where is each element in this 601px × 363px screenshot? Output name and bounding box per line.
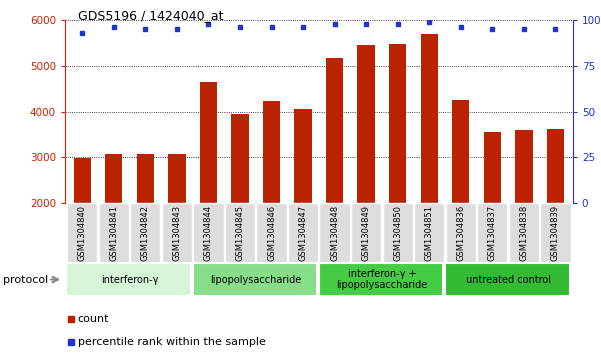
- Text: GSM1304849: GSM1304849: [362, 205, 371, 261]
- Bar: [351, 203, 381, 263]
- Bar: [200, 82, 217, 295]
- Bar: [508, 203, 539, 263]
- Text: GSM1304838: GSM1304838: [519, 205, 528, 261]
- Text: GSM1304850: GSM1304850: [393, 205, 402, 261]
- Bar: [515, 130, 532, 295]
- Text: lipopolysaccharide: lipopolysaccharide: [210, 274, 301, 285]
- Text: GSM1304845: GSM1304845: [236, 205, 245, 261]
- Bar: [358, 45, 375, 295]
- Text: GSM1304848: GSM1304848: [330, 205, 339, 261]
- Bar: [105, 154, 123, 295]
- Text: GSM1304844: GSM1304844: [204, 205, 213, 261]
- Text: GSM1304840: GSM1304840: [78, 205, 87, 261]
- Bar: [294, 109, 312, 295]
- Text: GSM1304842: GSM1304842: [141, 205, 150, 261]
- Text: GSM1304841: GSM1304841: [109, 205, 118, 261]
- Text: GSM1304851: GSM1304851: [425, 205, 434, 261]
- Bar: [67, 263, 191, 296]
- Bar: [445, 263, 570, 296]
- Text: GSM1304839: GSM1304839: [551, 205, 560, 261]
- Text: interferon-γ +
lipopolysaccharide: interferon-γ + lipopolysaccharide: [337, 269, 427, 290]
- Bar: [484, 132, 501, 295]
- Bar: [225, 203, 255, 263]
- Text: protocol: protocol: [3, 274, 48, 285]
- Bar: [383, 203, 413, 263]
- Bar: [168, 154, 186, 295]
- Text: GDS5196 / 1424040_at: GDS5196 / 1424040_at: [78, 9, 224, 22]
- Bar: [194, 203, 224, 263]
- Text: percentile rank within the sample: percentile rank within the sample: [78, 337, 266, 347]
- Text: GSM1304837: GSM1304837: [488, 205, 497, 261]
- Bar: [540, 203, 570, 263]
- Bar: [445, 203, 476, 263]
- Bar: [162, 203, 192, 263]
- Bar: [326, 58, 343, 295]
- Bar: [414, 203, 444, 263]
- Text: GSM1304847: GSM1304847: [299, 205, 308, 261]
- Text: GSM1304843: GSM1304843: [172, 205, 182, 261]
- Text: interferon-γ: interferon-γ: [101, 274, 158, 285]
- Bar: [136, 154, 154, 295]
- Bar: [319, 263, 444, 296]
- Bar: [320, 203, 350, 263]
- Bar: [263, 101, 280, 295]
- Bar: [99, 203, 129, 263]
- Bar: [231, 114, 249, 295]
- Bar: [421, 34, 438, 295]
- Text: untreated control: untreated control: [466, 274, 551, 285]
- Text: GSM1304846: GSM1304846: [267, 205, 276, 261]
- Text: GSM1304836: GSM1304836: [456, 205, 465, 261]
- Bar: [73, 158, 91, 295]
- Bar: [477, 203, 507, 263]
- Bar: [130, 203, 160, 263]
- Bar: [288, 203, 318, 263]
- Bar: [257, 203, 287, 263]
- Bar: [452, 100, 469, 295]
- Bar: [67, 203, 97, 263]
- Bar: [389, 44, 406, 295]
- Text: count: count: [78, 314, 109, 324]
- Bar: [193, 263, 317, 296]
- Bar: [547, 129, 564, 295]
